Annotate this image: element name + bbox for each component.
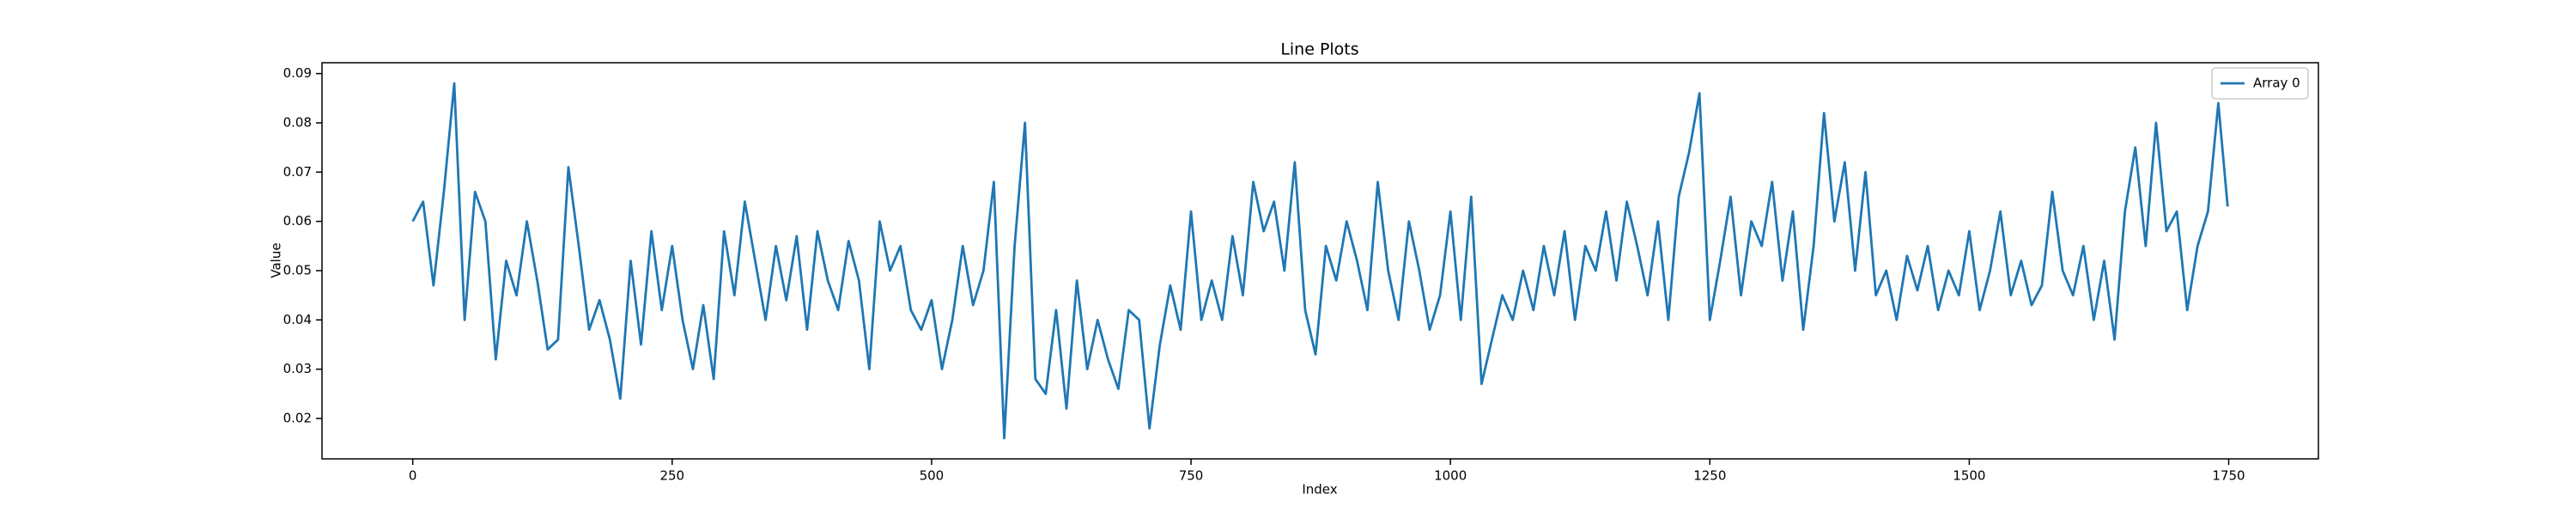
data-line xyxy=(411,82,2229,440)
x-tick-label: 1500 xyxy=(1953,468,1985,484)
x-tick-label: 0 xyxy=(409,468,417,484)
x-tick-label: 750 xyxy=(1179,468,1204,484)
y-axis-label: Value xyxy=(269,242,284,278)
legend-frame xyxy=(2211,67,2309,100)
y-tick-label: 0.05 xyxy=(283,262,312,278)
x-tick-label: 1750 xyxy=(2212,468,2245,484)
x-tick-label: 1000 xyxy=(1434,468,1467,484)
x-tick-label: 250 xyxy=(659,468,684,484)
y-tick-label: 0.09 xyxy=(283,65,312,81)
chart-title: Line Plots xyxy=(1280,40,1358,59)
x-tick-label: 500 xyxy=(920,468,945,484)
y-tick-label: 0.02 xyxy=(283,410,312,425)
legend: Array 0 xyxy=(2211,67,2309,100)
legend-label: Array 0 xyxy=(2253,76,2300,91)
y-tick-label: 0.07 xyxy=(283,164,312,180)
x-axis-label: Index xyxy=(1302,482,1337,498)
y-tick-label: 0.06 xyxy=(283,213,312,229)
y-tick-label: 0.03 xyxy=(283,361,312,376)
x-tick-label: 1250 xyxy=(1693,468,1726,484)
y-tick-label: 0.04 xyxy=(283,312,312,327)
plot-frame xyxy=(321,62,2319,460)
y-tick-label: 0.08 xyxy=(283,114,312,130)
